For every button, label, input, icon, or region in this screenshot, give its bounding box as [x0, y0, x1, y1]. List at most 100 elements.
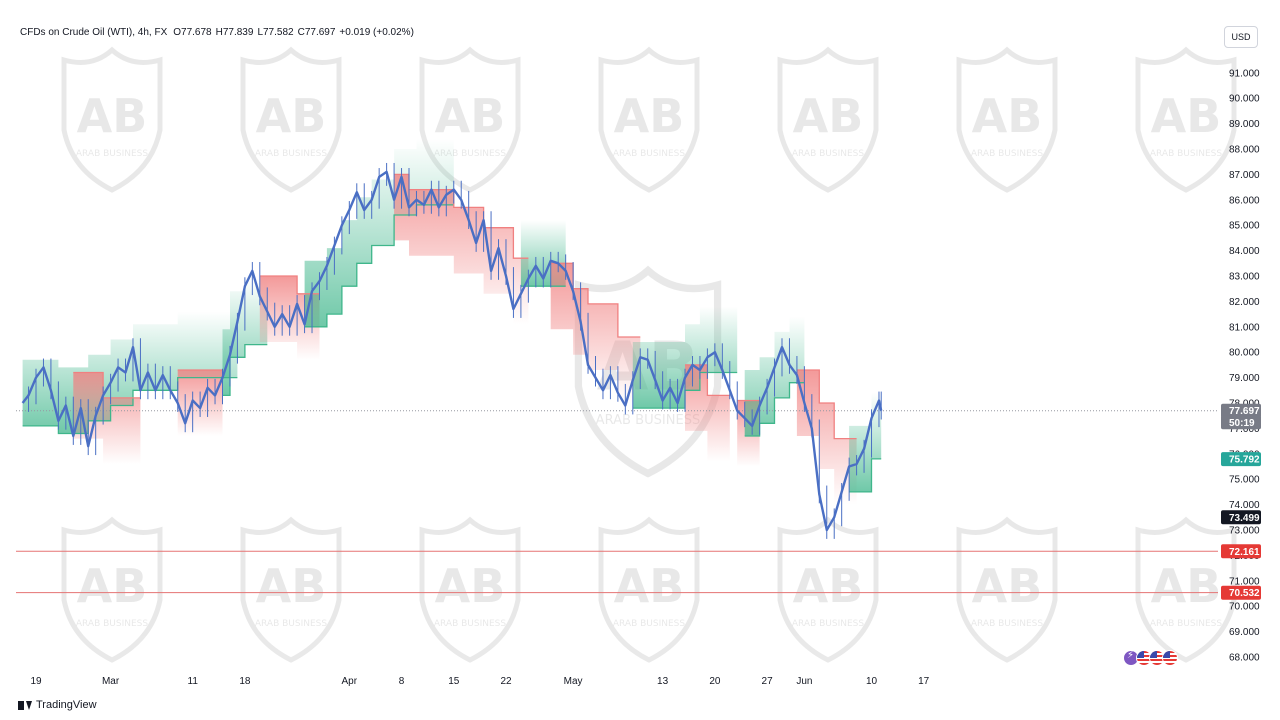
stop-fill-10 — [685, 364, 730, 462]
y-tick-label: 68.000 — [1229, 653, 1260, 664]
watermark-text: ARAB BUSINESS — [613, 619, 685, 629]
stop-fill-9 — [632, 306, 738, 409]
symbol-title: CFDs on Crude Oil (WTI), 4h, FX — [20, 27, 168, 38]
svg-text:AB: AB — [614, 559, 685, 613]
watermark-text: ARAB BUSINESS — [255, 149, 327, 159]
watermark-shield-icon: AB ARAB BUSINESS — [956, 516, 1058, 663]
watermark-text: ARAB BUSINESS — [434, 619, 506, 629]
price-label-box — [1221, 415, 1261, 430]
price-label-text: 77.697 — [1229, 406, 1260, 417]
y-tick-label: 81.000 — [1229, 322, 1260, 333]
watermark-shield-icon: AB ARAB BUSINESS — [61, 516, 163, 663]
price-label-box — [1221, 585, 1261, 600]
svg-text:AB: AB — [1151, 559, 1222, 613]
watermark-text: ARAB BUSINESS — [792, 149, 864, 159]
svg-text:AB: AB — [972, 559, 1043, 613]
x-tick-label: 13 — [657, 676, 669, 687]
watermark-text: ARAB BUSINESS — [434, 149, 506, 159]
stop-fill-13 — [796, 370, 857, 505]
open-value: O77.678 — [173, 27, 212, 38]
svg-text:AB: AB — [256, 559, 327, 613]
x-tick-label: 18 — [239, 676, 251, 687]
y-tick-label: 77.000 — [1229, 424, 1260, 435]
y-tick-label: 85.000 — [1229, 221, 1260, 232]
watermark-text: ARAB BUSINESS — [1150, 149, 1222, 159]
close-value: C77.697 — [297, 27, 336, 38]
price-label-text: 73.499 — [1229, 513, 1260, 524]
price-label-text: 50:19 — [1229, 418, 1255, 429]
x-tick-label: Apr — [342, 676, 358, 687]
watermark-layer: AB ARAB BUSINESS AB ARAB BUSINESS AB ARAB BUS… — [61, 46, 1237, 663]
event-markers[interactable]: ⚡ — [1123, 650, 1178, 666]
svg-text:AB: AB — [972, 89, 1043, 143]
currency-button[interactable]: USD — [1224, 26, 1258, 48]
low-value: L77.582 — [257, 27, 294, 38]
us-flag-icon[interactable] — [1162, 650, 1178, 666]
watermark-shield-icon: AB ARAB BUSINESS — [598, 516, 700, 663]
y-tick-label: 89.000 — [1229, 119, 1260, 130]
price-label-box — [1221, 403, 1261, 418]
tradingview-logo[interactable]: TradingView — [18, 699, 97, 711]
watermark-shield-icon: AB ARAB BUSINESS — [956, 46, 1058, 193]
price-line — [21, 170, 883, 532]
high-value: H77.839 — [215, 27, 254, 38]
stop-fill-3 — [222, 278, 268, 396]
watermark-text: ARAB BUSINESS — [613, 149, 685, 159]
price-label-text: 75.792 — [1229, 455, 1260, 466]
watermark-text: ARAB BUSINESS — [76, 149, 148, 159]
watermark-text: ARAB BUSINESS — [76, 619, 148, 629]
svg-text:AB: AB — [77, 89, 148, 143]
watermark-shield-icon: AB ARAB BUSINESS — [419, 516, 521, 663]
trailing-stop-fill — [22, 138, 882, 505]
x-tick-label: 15 — [448, 676, 460, 687]
price-label-text: 72.161 — [1229, 547, 1260, 558]
x-tick-label: 10 — [866, 676, 878, 687]
price-label-box — [1221, 510, 1261, 525]
x-tick-label: 17 — [918, 676, 930, 687]
watermark-text: ARAB BUSINESS — [971, 619, 1043, 629]
y-tick-label: 75.000 — [1229, 475, 1260, 486]
watermark-shield-icon: AB ARAB BUSINESS — [240, 516, 342, 663]
y-tick-label: 88.000 — [1229, 145, 1260, 156]
y-tick-label: 79.000 — [1229, 373, 1260, 384]
stop-fill-1 — [73, 372, 141, 464]
horizontal-levels — [16, 410, 1218, 594]
stop-line-13 — [796, 369, 857, 440]
x-tick-label: 11 — [188, 676, 199, 687]
watermark-text: ARAB BUSINESS — [255, 619, 327, 629]
x-tick-label: 19 — [30, 676, 42, 687]
time-axis: 19 Mar 11 18 Apr 8 15 22 May 13 20 27 Jun 10 17 — [30, 676, 929, 687]
watermark-shield-icon: AB ARAB BUSINESS — [1135, 46, 1237, 193]
symbol-legend: CFDs on Crude Oil (WTI), 4h, FX O77.678 … — [20, 27, 414, 38]
stop-line-9 — [632, 371, 738, 409]
watermark-text: ARAB BUSINESS — [792, 619, 864, 629]
y-tick-label: 80.000 — [1229, 348, 1260, 359]
y-tick-label: 69.000 — [1229, 627, 1260, 638]
y-tick-label: 87.000 — [1229, 170, 1260, 181]
tradingview-label: TradingView — [36, 699, 97, 711]
svg-text:AB: AB — [435, 559, 506, 613]
x-tick-label: 22 — [500, 676, 512, 687]
watermark-shield-icon: AB ARAB BUSINESS — [777, 46, 879, 193]
y-tick-label: 70.000 — [1229, 602, 1260, 613]
stop-line-14 — [849, 458, 882, 493]
watermark-text: ARAB BUSINESS — [1150, 619, 1222, 629]
svg-text:AB: AB — [77, 559, 148, 613]
y-tick-label: 91.000 — [1229, 68, 1260, 79]
stop-fill-5 — [304, 138, 454, 327]
watermark-shield-icon: AB ARAB BUSINESS — [1135, 516, 1237, 663]
stop-line-10 — [685, 364, 730, 397]
tradingview-icon — [18, 700, 32, 710]
svg-text:AB: AB — [614, 89, 685, 143]
stop-line-1 — [73, 371, 141, 399]
svg-text:AB: AB — [793, 89, 864, 143]
x-tick-label: Mar — [102, 676, 120, 687]
y-tick-label: 82.000 — [1229, 297, 1260, 308]
svg-text:AB: AB — [256, 89, 327, 143]
x-tick-label: 27 — [762, 676, 774, 687]
y-tick-label: 83.000 — [1229, 272, 1260, 283]
watermark-shield-icon: AB ARAB BUSINESS — [240, 46, 342, 193]
y-tick-label: 71.000 — [1229, 576, 1260, 587]
